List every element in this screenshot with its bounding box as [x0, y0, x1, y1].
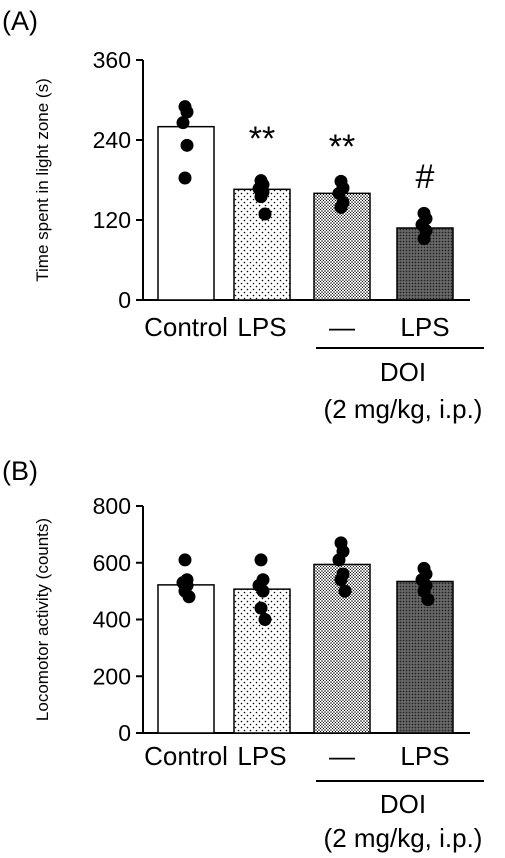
bar	[157, 125, 215, 301]
data-point	[334, 573, 348, 587]
data-point	[180, 105, 194, 119]
bar	[157, 584, 215, 734]
group-label: (2 mg/kg, i.p.)	[324, 823, 483, 853]
data-point	[182, 590, 196, 604]
y-tick-label: 0	[118, 720, 131, 746]
panel-a: (A) Time spent in light zone (s) 0 120 240 36…	[2, 6, 484, 424]
category-label: LPS	[237, 312, 286, 342]
y-tick-label: 200	[93, 663, 131, 689]
group-label: DOI	[380, 789, 426, 819]
data-point	[334, 200, 348, 214]
data-point	[178, 171, 192, 185]
y-tick-label: 120	[93, 207, 131, 233]
category-label: LPS	[237, 741, 286, 771]
data-point	[258, 613, 272, 626]
significance-marker: #	[416, 158, 435, 196]
data-point	[256, 584, 270, 598]
significance-marker: **	[249, 120, 275, 158]
y-tick-label: 800	[93, 493, 131, 519]
group-label: DOI	[380, 357, 426, 387]
group-label: (2 mg/kg, i.p.)	[324, 394, 483, 424]
panel-label: (B)	[2, 456, 38, 486]
category-label: —	[329, 312, 355, 342]
category-label: LPS	[400, 312, 449, 342]
y-tick-label: 240	[93, 127, 131, 153]
data-point	[421, 593, 435, 607]
bar	[233, 188, 291, 301]
significance-marker: **	[329, 128, 355, 166]
data-point	[180, 138, 194, 152]
data-point	[254, 190, 268, 204]
data-point	[417, 232, 431, 246]
y-axis-title: Time spent in light zone (s)	[33, 78, 52, 281]
data-point	[332, 553, 346, 567]
category-label: LPS	[400, 741, 449, 771]
bar	[396, 580, 454, 734]
data-point	[254, 553, 268, 567]
category-label: —	[329, 741, 355, 771]
category-label: Control	[144, 312, 228, 342]
data-point	[258, 207, 272, 221]
category-label: Control	[144, 741, 228, 771]
y-tick-label: 0	[118, 287, 131, 313]
panel-label: (A)	[2, 6, 38, 36]
y-axis-title: Locomotor activity (counts)	[33, 518, 52, 721]
data-point	[254, 601, 268, 615]
y-tick-label: 600	[93, 550, 131, 576]
panel-b: (B) Locomotor activity (counts) 0 200 400 600…	[2, 456, 484, 853]
y-tick-label: 360	[93, 47, 131, 73]
data-point	[178, 553, 192, 567]
data-point	[338, 584, 352, 598]
data-point	[176, 116, 190, 130]
y-tick-label: 400	[93, 607, 131, 633]
